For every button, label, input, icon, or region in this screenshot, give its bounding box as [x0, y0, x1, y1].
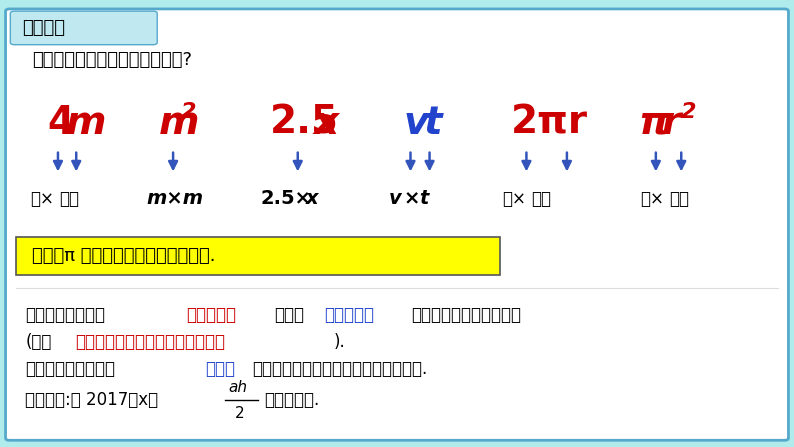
Text: ，单独的一个数或一个字母也是单项式.: ，单独的一个数或一个字母也是单项式.: [252, 360, 428, 378]
Text: t: t: [419, 190, 429, 208]
Text: ×: ×: [403, 190, 420, 208]
Text: x: x: [314, 104, 339, 142]
Text: 4: 4: [48, 104, 75, 142]
Text: ah: ah: [228, 380, 247, 395]
Text: 上面各式的运算中: 上面各式的运算中: [25, 306, 106, 324]
Text: (都是: (都是: [25, 333, 52, 351]
Text: 数字和字母: 数字和字母: [187, 306, 237, 324]
Text: 字母与字母: 字母与字母: [324, 306, 374, 324]
Text: 之间的运算都是乘法运算: 之间的运算都是乘法运算: [411, 306, 522, 324]
Text: m: m: [159, 104, 199, 142]
Text: v: v: [403, 104, 429, 142]
Text: v: v: [389, 190, 402, 208]
Text: 单项式: 单项式: [205, 360, 235, 378]
Text: 表示数字与字母、字母与字母的积: 表示数字与字母、字母与字母的积: [75, 333, 225, 351]
FancyBboxPatch shape: [10, 11, 157, 45]
Text: t: t: [423, 104, 441, 142]
Text: 等是单项式.: 等是单项式.: [264, 391, 320, 409]
Text: 例如:像 2017，x，: 例如:像 2017，x，: [25, 391, 159, 409]
Text: 2πr: 2πr: [511, 104, 588, 142]
FancyBboxPatch shape: [16, 237, 500, 275]
Text: 这样的式子叫做: 这样的式子叫做: [25, 360, 115, 378]
Text: 数×: 数×: [640, 190, 664, 208]
FancyBboxPatch shape: [6, 9, 788, 440]
Text: 2.5×: 2.5×: [260, 190, 311, 208]
Text: 字母: 字母: [531, 190, 551, 208]
Text: 字母: 字母: [60, 190, 79, 208]
Text: ).: ).: [333, 333, 345, 351]
Text: 知识精讲: 知识精讲: [22, 19, 65, 37]
Text: 数×: 数×: [30, 190, 54, 208]
Text: 2: 2: [181, 102, 197, 122]
Text: 字母: 字母: [669, 190, 689, 208]
Text: 之间，: 之间，: [274, 306, 304, 324]
Text: m: m: [66, 104, 106, 142]
Text: 数×: 数×: [502, 190, 526, 208]
Text: 2: 2: [235, 406, 245, 421]
Text: π: π: [638, 104, 669, 142]
Text: 注意：π 是圆周率的代号，不是字母.: 注意：π 是圆周率的代号，不是字母.: [32, 247, 215, 265]
Text: 2: 2: [681, 102, 697, 122]
Text: x: x: [306, 190, 318, 208]
Text: m×m: m×m: [147, 190, 204, 208]
Text: r: r: [661, 104, 680, 142]
Text: 2.5: 2.5: [270, 104, 339, 142]
Text: 观察列出的式子有什么共同特点?: 观察列出的式子有什么共同特点?: [32, 51, 192, 69]
